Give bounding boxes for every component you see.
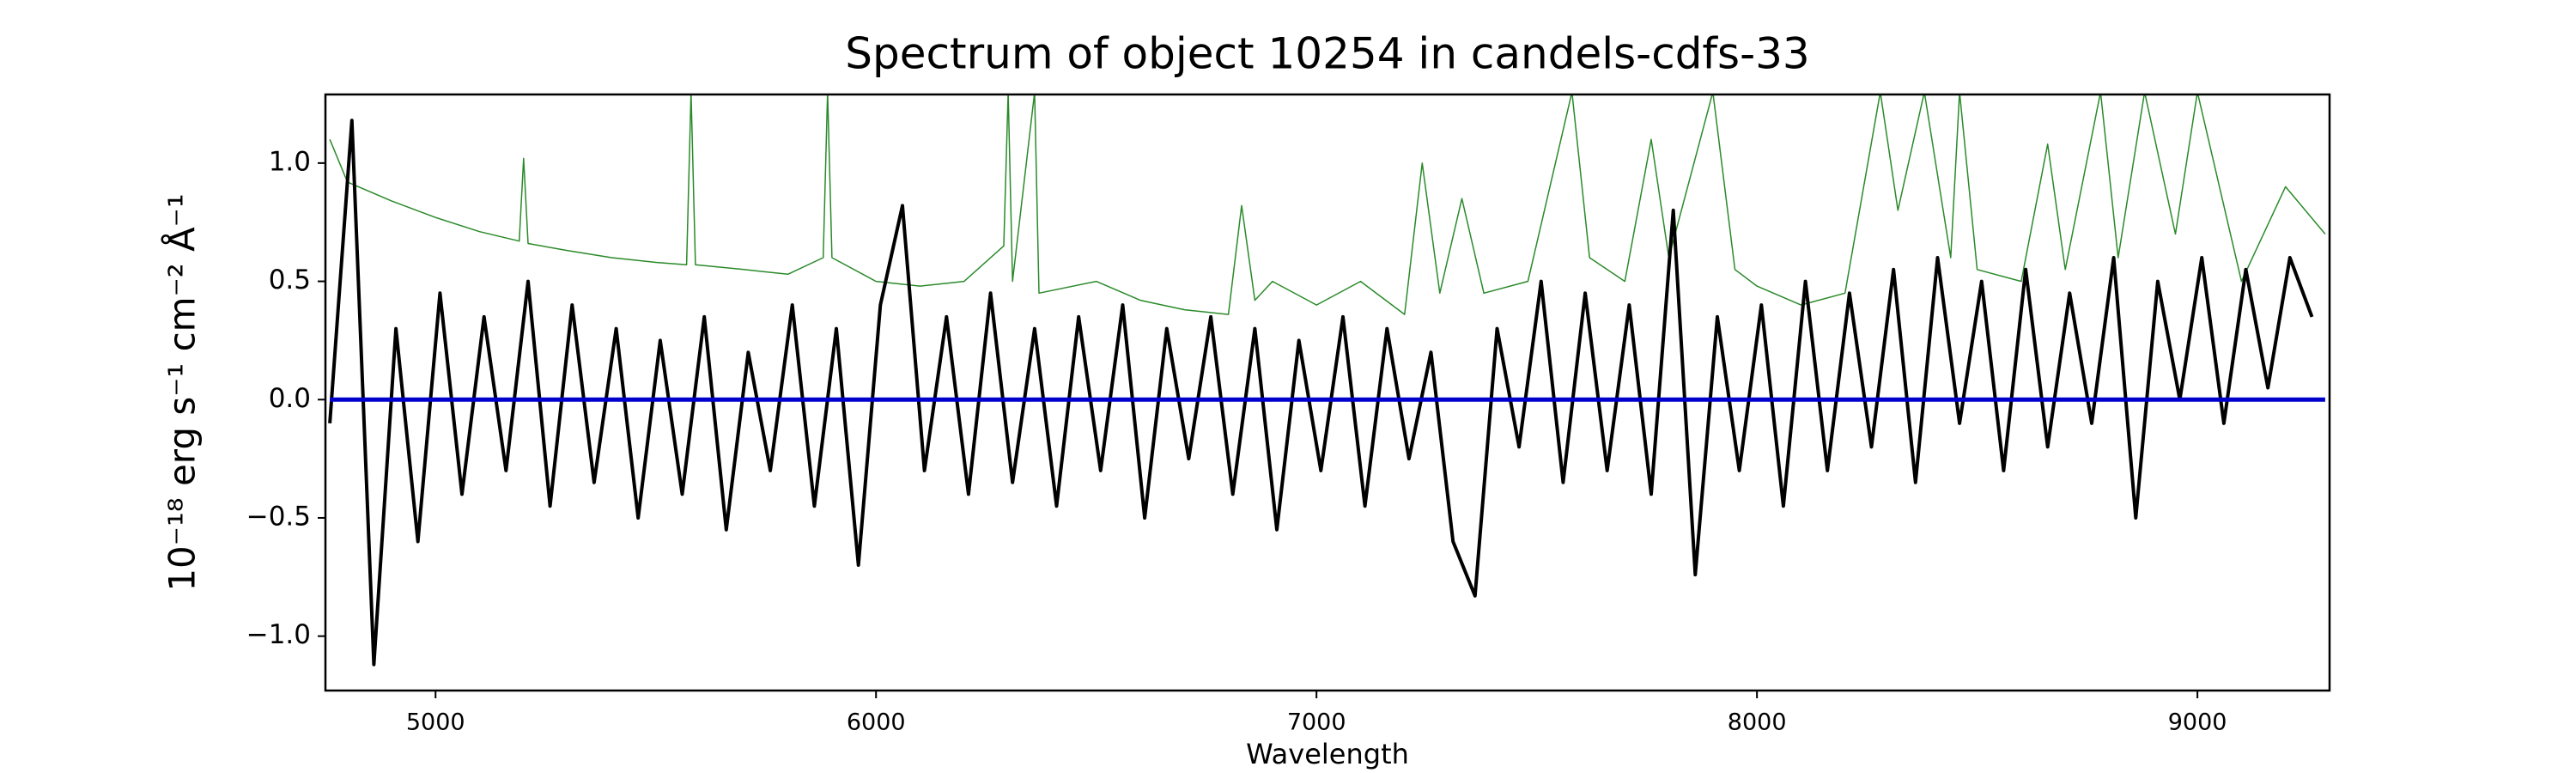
- x-tick-label: 8000: [1728, 709, 1787, 736]
- x-tick-label: 5000: [406, 709, 465, 736]
- y-tick-label: 0.0: [269, 383, 311, 414]
- x-tick-label: 6000: [847, 709, 906, 736]
- spectrum-line: [329, 94, 2326, 315]
- x-tick-label: 9000: [2168, 709, 2227, 736]
- plot-area: [328, 94, 2326, 666]
- y-tick-label: −1.0: [246, 619, 311, 650]
- plot-frame: [324, 93, 2331, 692]
- x-tick-label: 7000: [1287, 709, 1346, 736]
- y-tick-label: −0.5: [246, 501, 311, 532]
- spectrum-line: [328, 119, 2314, 666]
- x-axis-label: Wavelength: [1246, 738, 1409, 770]
- y-tick-label: 0.5: [269, 265, 311, 295]
- y-tick-label: 1.0: [269, 146, 311, 177]
- y-axis-label: 10⁻¹⁸ erg s⁻¹ cm⁻² Å⁻¹: [161, 193, 204, 591]
- chart-title: Spectrum of object 10254 in candels-cdfs…: [845, 29, 1810, 79]
